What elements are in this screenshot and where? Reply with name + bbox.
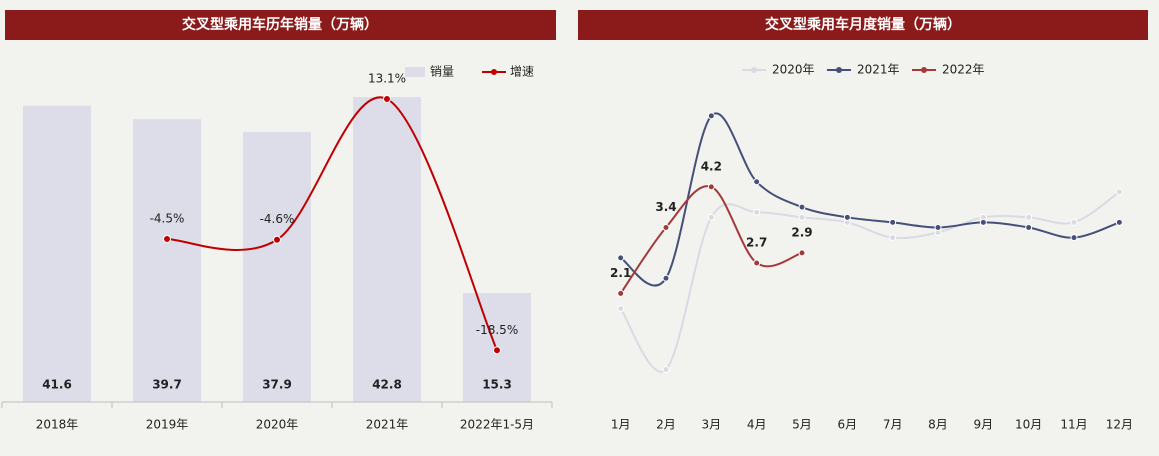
marker (753, 178, 761, 186)
data-label: -4.6% (260, 212, 295, 226)
legend-label: 2020年 (772, 63, 815, 77)
marker (1115, 188, 1123, 196)
x-tick-label: 2021年 (366, 418, 409, 432)
line (619, 191, 1120, 373)
marker (843, 213, 851, 221)
marker (934, 223, 942, 231)
legend-swatch (405, 67, 425, 77)
x-tick-label: 9月 (974, 418, 994, 432)
x-tick-label: 8月 (928, 418, 948, 432)
data-label: 3.4 (655, 200, 676, 214)
marker (798, 249, 806, 257)
bar (23, 105, 91, 402)
marker (662, 274, 670, 282)
title-bar (5, 10, 556, 40)
legend-swatch (921, 67, 927, 73)
data-label: 41.6 (42, 378, 72, 392)
marker (753, 208, 761, 216)
chart-title: 交叉型乘用车历年销量（万辆） (182, 16, 378, 33)
marker (798, 203, 806, 211)
data-label: 39.7 (152, 378, 182, 392)
marker (889, 218, 897, 226)
marker (617, 305, 625, 313)
marker (383, 94, 391, 103)
legend-label: 2022年 (942, 63, 985, 77)
x-tick-label: 5月 (792, 418, 812, 432)
marker (889, 234, 897, 242)
marker (662, 223, 670, 231)
x-tick-label: 2020年 (256, 418, 299, 432)
x-tick-label: 12月 (1106, 418, 1133, 432)
data-label: 13.1% (368, 71, 406, 85)
x-tick-label: 10月 (1015, 418, 1042, 432)
marker (707, 213, 715, 221)
data-label: 2.9 (791, 225, 812, 239)
data-label: -18.5% (476, 323, 518, 337)
marker (617, 254, 625, 262)
bar (243, 131, 311, 402)
x-tick-label: 6月 (838, 418, 858, 432)
x-tick-label: 3月 (702, 418, 722, 432)
data-label: 2.1 (610, 266, 631, 280)
marker (1070, 218, 1078, 226)
marker (1025, 213, 1033, 221)
legend-label: 增速 (510, 65, 534, 79)
legend-swatch (491, 69, 497, 75)
legend-label: 销量 (430, 65, 454, 79)
marker (1070, 234, 1078, 242)
x-tick-label: 7月 (883, 418, 903, 432)
x-tick-label: 2022年1-5月 (460, 418, 534, 432)
legend-swatch (751, 67, 757, 73)
bar (353, 97, 421, 403)
bar (133, 119, 201, 402)
marker (798, 213, 806, 221)
data-label: -4.5% (150, 211, 185, 225)
data-label: 37.9 (262, 378, 292, 392)
legend-swatch (836, 67, 842, 73)
line (619, 185, 803, 294)
marker (273, 235, 281, 244)
marker (707, 112, 715, 120)
x-tick-label: 2月 (656, 418, 676, 432)
title-bar (578, 10, 1148, 40)
marker (707, 183, 715, 191)
x-tick-label: 2019年 (146, 418, 189, 432)
legend-label: 2021年 (857, 63, 900, 77)
marker (617, 289, 625, 297)
marker (1025, 223, 1033, 231)
x-tick-label: 1月 (611, 418, 631, 432)
x-tick-label: 4月 (747, 418, 767, 432)
marker (493, 346, 501, 355)
line (620, 112, 1120, 287)
line (166, 96, 498, 351)
marker (979, 218, 987, 226)
marker (753, 259, 761, 267)
marker (1115, 218, 1123, 226)
x-tick-label: 11月 (1060, 418, 1087, 432)
x-tick-label: 2018年 (36, 418, 79, 432)
marker (163, 234, 171, 243)
data-label: 2.7 (746, 235, 767, 249)
chart-title: 交叉型乘用车月度销量（万辆） (765, 16, 961, 33)
data-label: 4.2 (701, 159, 722, 173)
data-label: 15.3 (482, 378, 512, 392)
marker (662, 366, 670, 374)
data-label: 42.8 (372, 378, 402, 392)
